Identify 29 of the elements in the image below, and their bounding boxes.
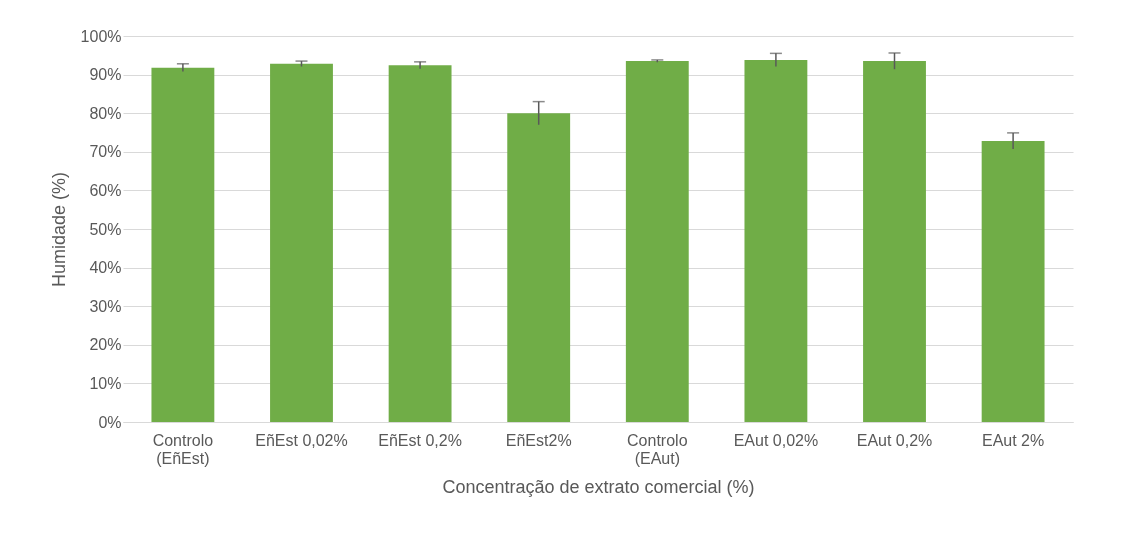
x-axis-title: Concentração de extrato comercial (%) [442, 476, 755, 497]
x-tick-label: EAut 2% [981, 431, 1045, 449]
y-tick-label: 90% [89, 66, 122, 84]
x-tick-label: EñEst 0,2% [378, 431, 462, 449]
bar [981, 140, 1045, 422]
bar [270, 63, 333, 422]
bar [507, 113, 571, 422]
x-tick-label: EñEst 0,02% [255, 431, 348, 449]
y-tick-label: 70% [89, 143, 122, 161]
y-tick-label: 60% [89, 181, 122, 199]
x-tick-label: EñEst2% [505, 431, 572, 449]
x-tick-label: EAut 0,02% [733, 431, 819, 449]
x-tick-label: Controlo (EAut) [627, 431, 688, 467]
y-tick-label: 40% [89, 259, 122, 277]
bar [744, 59, 808, 422]
y-tick-label: 10% [89, 374, 122, 392]
x-tick-label: Controlo (EñEst) [152, 431, 214, 467]
y-tick-label: 0% [98, 413, 122, 431]
y-tick-label: 100% [80, 27, 122, 45]
bar [863, 61, 926, 422]
y-tick-label: 50% [89, 220, 122, 238]
x-tick-label: EAut 0,2% [856, 431, 933, 449]
bar [388, 65, 452, 422]
y-tick-label: 80% [89, 104, 122, 122]
y-tick-label: 20% [89, 336, 122, 354]
bar [151, 67, 215, 422]
y-tick-label: 30% [89, 297, 122, 315]
y-axis-title: Humidade (%) [48, 171, 69, 288]
bar [625, 61, 689, 422]
